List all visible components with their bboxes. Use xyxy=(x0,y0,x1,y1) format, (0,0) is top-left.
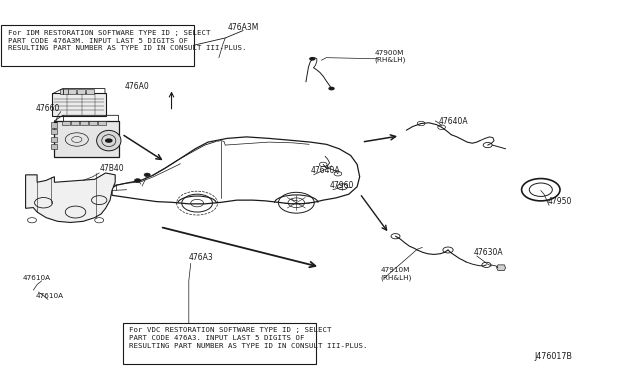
FancyBboxPatch shape xyxy=(68,89,76,94)
FancyBboxPatch shape xyxy=(1,25,194,66)
Text: 47900M
(RH&LH): 47900M (RH&LH) xyxy=(374,50,406,63)
FancyBboxPatch shape xyxy=(52,93,106,116)
Text: J476017B: J476017B xyxy=(534,352,572,361)
Text: 47660: 47660 xyxy=(35,105,60,113)
Circle shape xyxy=(54,121,58,123)
FancyBboxPatch shape xyxy=(60,89,68,94)
FancyBboxPatch shape xyxy=(51,137,57,142)
FancyBboxPatch shape xyxy=(123,323,316,364)
FancyBboxPatch shape xyxy=(89,121,97,125)
Circle shape xyxy=(144,173,150,177)
FancyBboxPatch shape xyxy=(54,121,119,157)
Circle shape xyxy=(328,87,335,90)
Text: 47630A: 47630A xyxy=(474,248,503,257)
Text: 47910M
(RH&LH): 47910M (RH&LH) xyxy=(381,267,412,281)
Circle shape xyxy=(105,138,113,143)
FancyBboxPatch shape xyxy=(62,121,70,125)
Text: 476A3: 476A3 xyxy=(189,253,214,262)
FancyBboxPatch shape xyxy=(77,89,85,94)
Text: 476A3M: 476A3M xyxy=(227,23,259,32)
Text: 47610A: 47610A xyxy=(22,275,51,281)
FancyBboxPatch shape xyxy=(98,121,106,125)
Text: For IDM RESTORATION SOFTWARE TYPE ID ; SELECT
PART CODE 476A3M. INPUT LAST 5 DIG: For IDM RESTORATION SOFTWARE TYPE ID ; S… xyxy=(8,30,246,51)
Circle shape xyxy=(309,57,316,61)
FancyBboxPatch shape xyxy=(80,121,88,125)
Text: 47640A: 47640A xyxy=(438,118,468,126)
Text: 47950: 47950 xyxy=(547,198,572,206)
Text: 47960: 47960 xyxy=(330,181,354,190)
Ellipse shape xyxy=(97,131,121,151)
FancyBboxPatch shape xyxy=(51,144,57,149)
FancyBboxPatch shape xyxy=(71,121,79,125)
Circle shape xyxy=(134,179,141,182)
Text: 47610A: 47610A xyxy=(35,294,63,299)
Text: 47640A: 47640A xyxy=(310,166,340,175)
FancyBboxPatch shape xyxy=(86,89,94,94)
FancyBboxPatch shape xyxy=(51,129,57,134)
Text: For VDC RESTORATION SOFTWARE TYPE ID ; SELECT
PART CODE 476A3. INPUT LAST 5 DIGI: For VDC RESTORATION SOFTWARE TYPE ID ; S… xyxy=(129,327,368,349)
Text: 476A0: 476A0 xyxy=(125,82,150,91)
Polygon shape xyxy=(26,173,115,222)
Text: 47B40: 47B40 xyxy=(99,164,124,173)
FancyBboxPatch shape xyxy=(51,122,57,128)
Polygon shape xyxy=(497,265,506,270)
